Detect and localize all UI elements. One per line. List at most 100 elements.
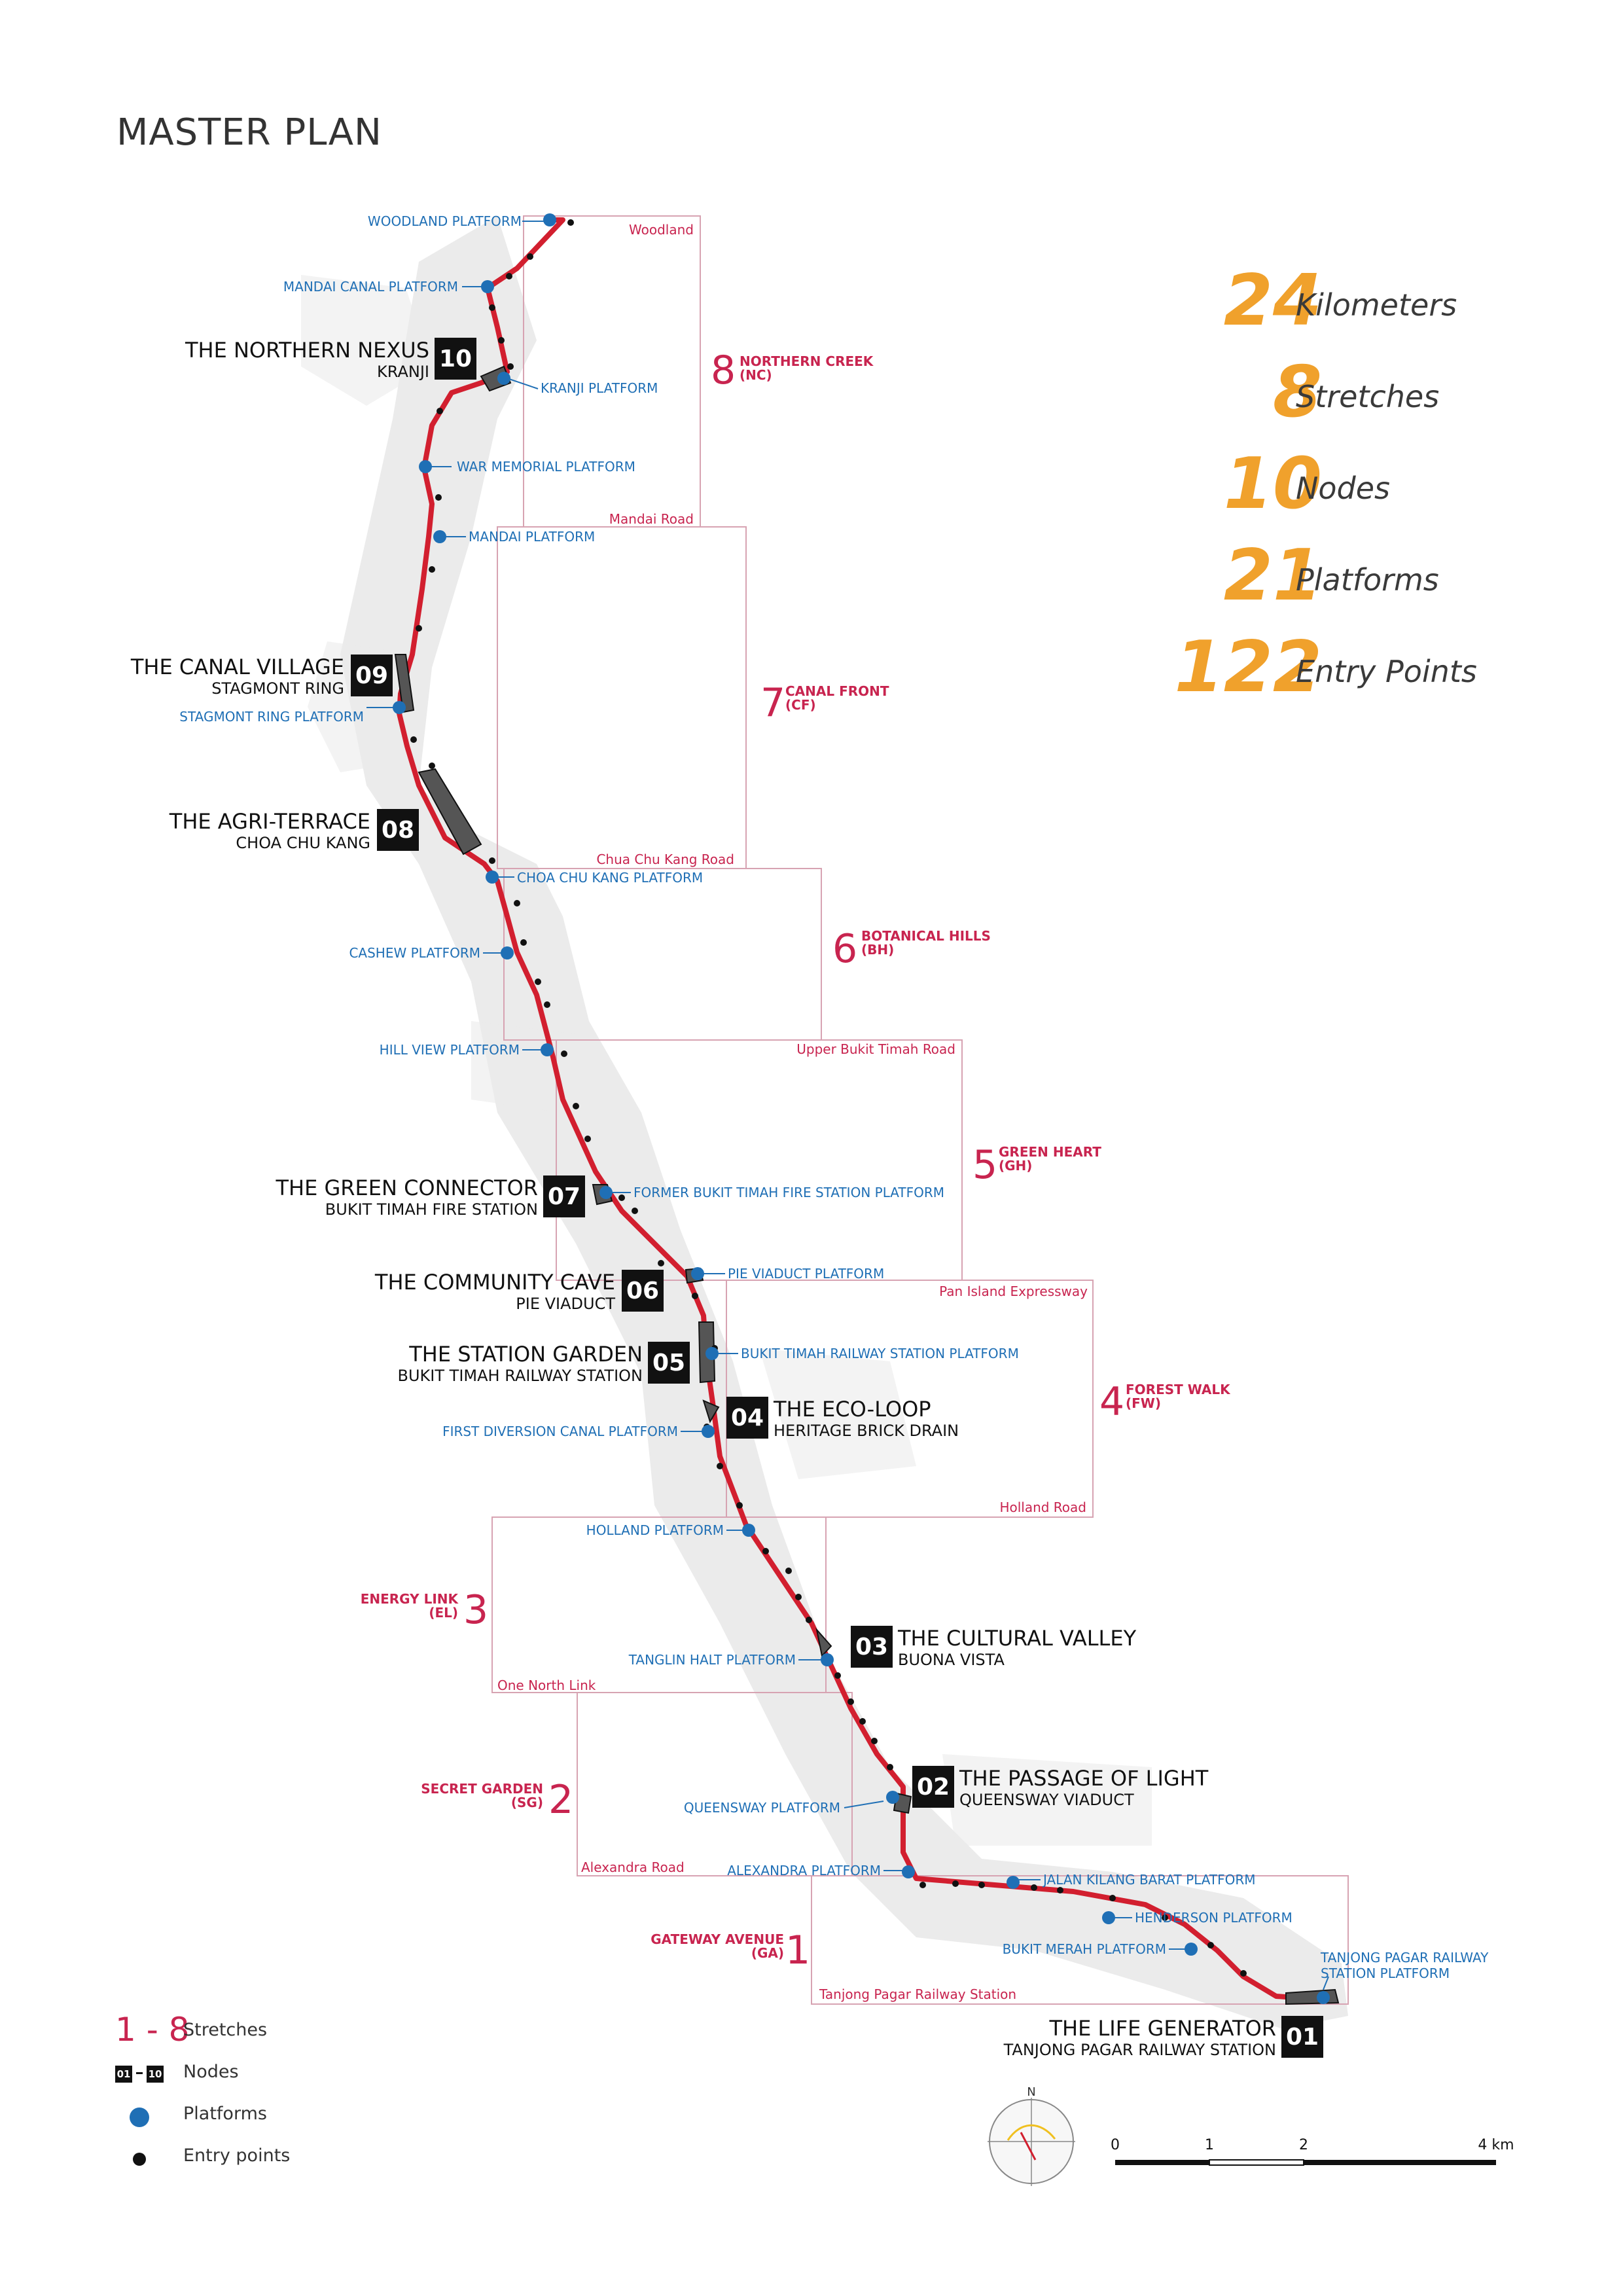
platform-label: BUKIT MERAH PLATFORM [1003, 1941, 1166, 1957]
entry-point [919, 1882, 926, 1888]
entry-point [514, 900, 520, 906]
platform-dot-pie-viaduct [691, 1267, 704, 1280]
stretch-labels: 8 NORTHERN CREEK (NC) 7 CANAL FRONT (CF)… [361, 348, 1231, 1973]
road-label: Tanjong Pagar Railway Station [819, 1986, 1016, 2002]
entry-point [1162, 1914, 1168, 1921]
map-text: 04 [731, 1405, 764, 1431]
entry-point [1240, 1970, 1247, 1977]
node-footprints [394, 365, 1340, 2005]
map-text: BUONA VISTA [898, 1651, 1005, 1669]
stretch-label-4: 4 FOREST WALK (FW) [1099, 1379, 1231, 1425]
platform-dot-holland [742, 1524, 755, 1537]
platform-label: HOLLAND PLATFORM [586, 1522, 724, 1538]
map-text: 01 [1286, 2024, 1319, 2051]
map-text: THE AGRI-TERRACE [169, 809, 370, 834]
platform-label: QUEENSWAY PLATFORM [684, 1800, 840, 1816]
entry-point [520, 939, 527, 946]
platform-dot-war-memorial [419, 460, 432, 473]
entry-point [1031, 1884, 1037, 1891]
stretch-label-6: 6 BOTANICAL HILLS (BH) [832, 926, 991, 972]
platform-dot-choa-chu-kang [486, 870, 499, 884]
entry-point [618, 1194, 625, 1201]
entry-point [762, 1548, 769, 1554]
stretch-box-2 [577, 1692, 853, 1876]
leader [1323, 1976, 1329, 1990]
entry-point [507, 363, 514, 370]
platform-dot-fire-station [599, 1186, 613, 1199]
entry-point [416, 625, 422, 632]
entry-point [806, 1617, 812, 1623]
entry-point [429, 762, 435, 769]
platform-dot-woodland [543, 213, 556, 226]
stat-value: 10 [1223, 443, 1322, 525]
platform-label: BUKIT TIMAH RAILWAY STATION PLATFORM [741, 1346, 1019, 1361]
entry-point [527, 253, 533, 260]
scale-bar: 0 1 2 4 km [1111, 2137, 1514, 2166]
map-text: 06 [626, 1278, 659, 1304]
platform-dot-bukit-timah-station [705, 1347, 719, 1360]
node-08: 08 THE AGRI-TERRACE CHOA CHU KANG [169, 809, 419, 852]
platform-dot-queensway [886, 1791, 899, 1804]
stretch-label-5: 5 GREEN HEART (GH) [972, 1142, 1101, 1188]
map-text: BOTANICAL HILLS [861, 928, 991, 944]
platform-label: TANJONG PAGAR RAILWAY [1320, 1950, 1489, 1965]
stretch-box-8 [523, 215, 701, 528]
node-06: 06 THE COMMUNITY CAVE PIE VIADUCT [374, 1270, 664, 1313]
node-footprint-brick-drain [702, 1399, 720, 1424]
legend-entry-points: Entry points [115, 2142, 377, 2174]
map-text: 02 [917, 1774, 950, 1801]
node-07: 07 THE GREEN CONNECTOR BUKIT TIMAH FIRE … [275, 1175, 585, 1219]
stretch-label-2: 2 SECRET GARDEN (SG) [421, 1777, 573, 1823]
platform-dot-first-diversion [702, 1425, 715, 1438]
platform-label: FIRST DIVERSION CANAL PLATFORM [442, 1424, 678, 1439]
map-text: THE GREEN CONNECTOR [275, 1175, 538, 1200]
entry-point [692, 1293, 698, 1299]
map-text: 5 [972, 1142, 997, 1188]
map-text: 1 [785, 1928, 810, 1973]
platform-label: KRANJI PLATFORM [541, 380, 658, 396]
legend-entry-label: Entry points [183, 2145, 291, 2166]
node-labels: 10 THE NORTHERN NEXUS KRANJI 09 THE CANA… [130, 338, 1323, 2059]
platform-dot-stagmont [393, 701, 406, 714]
node-footprint-tanjong-pagar [1285, 1988, 1340, 2005]
map-text: NORTHERN CREEK [740, 353, 874, 369]
map-text: THE PASSAGE OF LIGHT [959, 1766, 1209, 1791]
map-text: 6 [832, 926, 857, 972]
scale-tick: 4 km [1478, 2137, 1514, 2153]
stat-platforms: 21 Platforms [1106, 537, 1623, 641]
stat-value: 8 [1272, 351, 1322, 433]
stat-value: 24 [1223, 260, 1322, 342]
leader [844, 1801, 884, 1808]
platform-label: ALEXANDRA PLATFORM [727, 1863, 881, 1878]
compass-rose: N [988, 2085, 1075, 2186]
platform-label: JALAN KILANG BARAT PLATFORM [1042, 1872, 1256, 1888]
map-text: (FW) [1126, 1395, 1161, 1411]
entry-point [887, 1764, 893, 1770]
map-text: 05 [652, 1350, 685, 1376]
stretch-label-8: 8 NORTHERN CREEK (NC) [711, 348, 874, 393]
stat-entry-points: 122 Entry Points [1106, 628, 1623, 733]
entry-point [658, 1260, 664, 1266]
road-label: Woodland [629, 222, 694, 238]
legend-node-dash [136, 2072, 143, 2074]
map-text: GATEWAY AVENUE [651, 1931, 784, 1947]
entry-point [506, 273, 512, 279]
map-text: (EL) [429, 1605, 458, 1621]
node-footprint-buona-vista [815, 1627, 832, 1658]
entry-point [978, 1882, 985, 1888]
platform-label: MANDAI CANAL PLATFORM [283, 279, 458, 295]
platform-dot-hill-view [541, 1043, 554, 1056]
stat-label: Kilometers [1296, 287, 1457, 323]
platform-dot-tanjong-pagar [1317, 1991, 1330, 2004]
entry-point [632, 1208, 638, 1214]
map-text: THE STATION GARDEN [408, 1342, 643, 1367]
legend-nodes: 01 10 Nodes [115, 2058, 377, 2090]
platform-label: WAR MEMORIAL PLATFORM [457, 459, 635, 475]
map-text: (GH) [999, 1158, 1032, 1174]
platform-label: STAGMONT RING PLATFORM [179, 709, 364, 725]
platform-label: HILL VIEW PLATFORM [380, 1042, 520, 1058]
stat-value: 21 [1223, 535, 1322, 617]
map-text: 2 [548, 1777, 573, 1823]
map-text: 8 [711, 348, 736, 393]
entry-point [1057, 1887, 1063, 1893]
